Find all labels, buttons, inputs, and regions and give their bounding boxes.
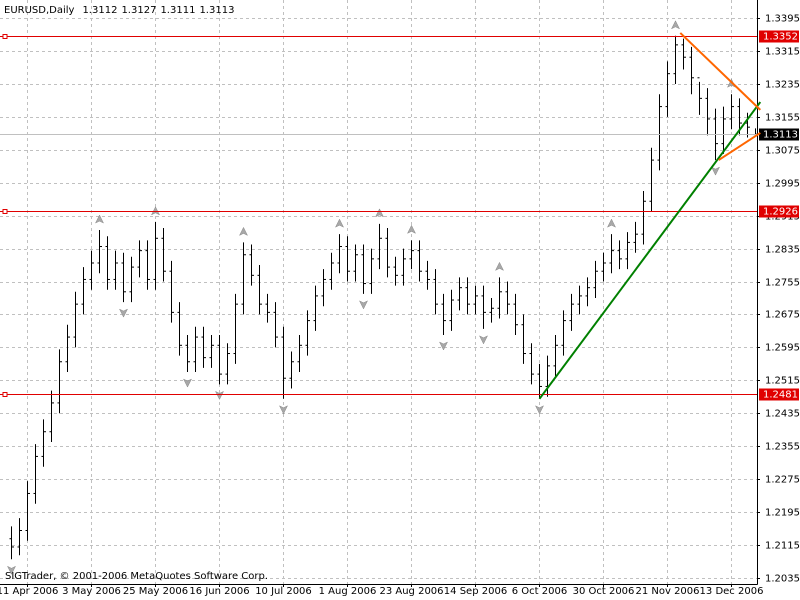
last-high: 1.3127 bbox=[121, 5, 156, 16]
y-tick-label: 1.3235 bbox=[765, 80, 800, 91]
x-tick-label: 14 Sep 2006 bbox=[444, 586, 507, 597]
y-tick-label: 1.2195 bbox=[765, 508, 800, 519]
y-tick-label: 1.3075 bbox=[765, 146, 800, 157]
level-anchor bbox=[2, 34, 8, 39]
x-tick-label: 16 Jun 2006 bbox=[189, 586, 249, 597]
fractal-down bbox=[358, 300, 369, 310]
level-box bbox=[759, 205, 799, 218]
symbol: EURUSD,Daily bbox=[4, 5, 75, 16]
x-tick-label: 3 May 2006 bbox=[62, 586, 121, 597]
y-tick-label: 1.2755 bbox=[765, 278, 800, 289]
last-open: 1.3112 bbox=[82, 5, 117, 16]
x-tick-label: 21 Nov 2006 bbox=[635, 586, 699, 597]
x-tick-label: 1 Aug 2006 bbox=[319, 586, 377, 597]
level-box bbox=[759, 30, 799, 43]
y-tick-label: 1.3155 bbox=[765, 113, 800, 124]
fractal-up bbox=[406, 224, 417, 234]
y-tick-label: 1.2275 bbox=[765, 475, 800, 486]
level-label: 1.2926 bbox=[763, 207, 798, 218]
fractal-up bbox=[94, 214, 105, 224]
y-tick-label: 1.2595 bbox=[765, 343, 800, 354]
last-low: 1.3111 bbox=[160, 5, 195, 16]
level-label: 1.3352 bbox=[763, 32, 798, 43]
last-close: 1.3113 bbox=[199, 5, 234, 16]
y-tick-label: 1.2115 bbox=[765, 541, 800, 552]
fractal-up bbox=[238, 226, 249, 236]
y-tick-label: 1.3395 bbox=[765, 14, 800, 25]
copyright: SIGTrader, © 2001-2006 MetaQuotes Softwa… bbox=[5, 571, 268, 582]
x-tick-label: 11 Apr 2006 bbox=[0, 586, 58, 597]
y-tick-label: 1.2675 bbox=[765, 310, 800, 321]
fractal-down bbox=[182, 378, 193, 388]
x-tick-label: 25 May 2006 bbox=[123, 586, 188, 597]
level-anchor bbox=[2, 209, 8, 214]
fractal-down bbox=[278, 405, 289, 415]
fractal-down bbox=[6, 565, 17, 575]
y-tick-label: 1.2835 bbox=[765, 245, 800, 256]
fractal-down bbox=[534, 405, 545, 415]
fractal-down bbox=[438, 341, 449, 351]
fractal-down bbox=[478, 335, 489, 345]
x-tick-label: 6 Oct 2006 bbox=[512, 586, 567, 597]
current-price-label: 1.3113 bbox=[763, 130, 798, 141]
fractal-up bbox=[150, 206, 161, 216]
y-tick-label: 1.3315 bbox=[765, 47, 800, 58]
trendline bbox=[538, 101, 762, 400]
fractal-up bbox=[374, 208, 385, 218]
fractal-down bbox=[118, 308, 129, 318]
x-tick-label: 23 Aug 2006 bbox=[379, 586, 443, 597]
x-tick-label: 13 Dec 2006 bbox=[700, 586, 764, 597]
marks bbox=[6, 20, 758, 575]
level-anchor bbox=[2, 392, 8, 397]
trendline bbox=[718, 132, 761, 161]
fractal-up bbox=[334, 218, 345, 228]
grid bbox=[0, 0, 757, 584]
header: EURUSD,Daily 1.3112 1.3127 1.3111 1.3113 bbox=[4, 5, 234, 16]
fractal-down bbox=[710, 166, 721, 176]
fractal-up bbox=[670, 20, 681, 30]
current-price-box bbox=[759, 128, 799, 141]
y-tick-label: 1.2995 bbox=[765, 179, 800, 190]
x-tick-label: 30 Oct 2006 bbox=[573, 586, 635, 597]
fractal-up bbox=[494, 261, 505, 271]
y-tick-label: 1.2515 bbox=[765, 376, 800, 387]
level-box bbox=[759, 388, 799, 401]
y-tick-label: 1.2355 bbox=[765, 442, 800, 453]
x-tick-label: 10 Jul 2006 bbox=[255, 586, 312, 597]
fractal-up bbox=[606, 218, 617, 228]
level-label: 1.2481 bbox=[763, 390, 798, 401]
y-tick-label: 1.2035 bbox=[765, 574, 800, 585]
trendline bbox=[679, 32, 761, 111]
y-tick-label: 1.2435 bbox=[765, 409, 800, 420]
